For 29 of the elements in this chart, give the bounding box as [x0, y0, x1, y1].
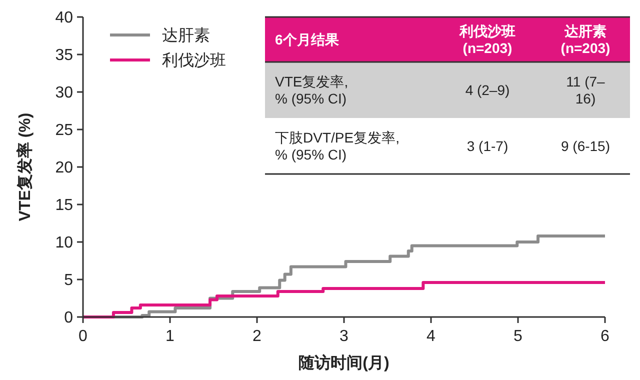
annotation: 6个月结果 — [275, 31, 340, 48]
x-tick-label: 0 — [78, 328, 88, 345]
x-tick-label: 3 — [340, 328, 349, 345]
annotation: 11 (7– 16) — [566, 74, 606, 106]
y-axis-title: VTE复发率 (%) — [15, 112, 34, 222]
y-tick-label: 20 — [55, 160, 74, 177]
y-tick-label: 40 — [55, 10, 74, 27]
y-tick-label: 0 — [64, 310, 74, 327]
annotation: 利伐沙班 (n=203) — [458, 23, 516, 56]
annotation: 3 (1-7) — [466, 138, 508, 154]
annotation: 下肢DVT/PE复发率, % (95% CI) — [275, 130, 400, 162]
y-tick-label: 5 — [64, 272, 74, 290]
y-tick-label: 35 — [55, 47, 74, 64]
x-tick-label: 1 — [166, 328, 175, 345]
legend-label: 达肝素 — [162, 26, 210, 45]
annotation: 达肝素 (n=203) — [560, 23, 610, 56]
annotation: 4 (2–9) — [465, 82, 510, 98]
annotation: VTE复发率, % (95% CI) — [275, 74, 348, 106]
y-tick-label: 25 — [55, 122, 74, 140]
x-tick-label: 2 — [252, 328, 262, 345]
legend-label: 利伐沙班 — [162, 52, 226, 70]
x-tick-label: 6 — [600, 328, 610, 345]
x-tick-label: 4 — [426, 328, 436, 345]
y-tick-label: 10 — [55, 234, 74, 252]
x-tick-label: 5 — [514, 328, 523, 345]
x-axis-title: 随访时间(月) — [298, 353, 390, 372]
y-tick-label: 30 — [55, 84, 74, 102]
y-tick-label: 15 — [55, 197, 74, 214]
annotation: 9 (6-15) — [560, 138, 610, 154]
